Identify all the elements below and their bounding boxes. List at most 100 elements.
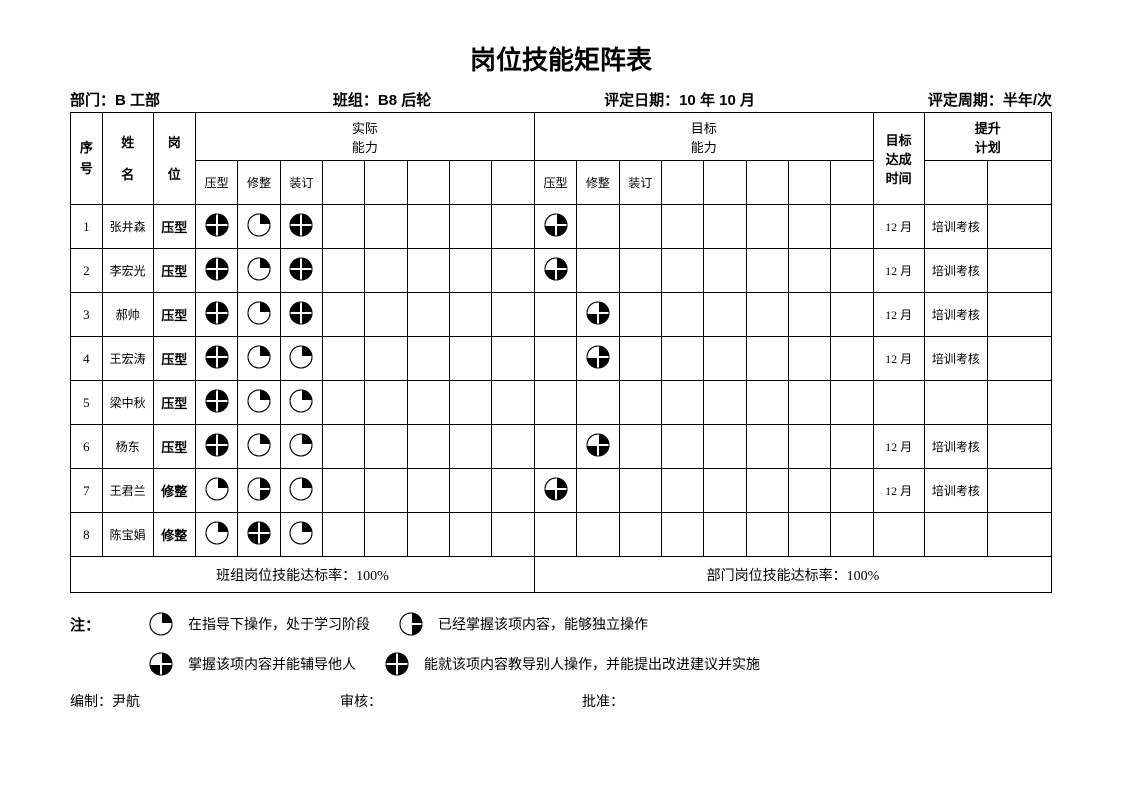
cell-target-4	[704, 513, 746, 557]
cell-actual-1	[238, 337, 280, 381]
legend: 注： 在指导下操作，处于学习阶段 已经掌握该项内容，能够独立操作 掌握该项内容并…	[70, 611, 1052, 711]
cell-target-5	[746, 513, 788, 557]
cell-pos: 压型	[153, 249, 195, 293]
hdr-no: 序号	[71, 113, 103, 205]
cell-actual-5	[407, 205, 449, 249]
skill-pie-icon	[204, 300, 230, 326]
cell-actual-7	[492, 249, 534, 293]
cell-actual-4	[365, 425, 407, 469]
cell-target-7	[831, 205, 873, 249]
skill-pie-icon	[543, 256, 569, 282]
plan-sub-0	[924, 161, 988, 205]
cell-actual-4	[365, 205, 407, 249]
cell-actual-0	[195, 425, 237, 469]
cell-target-1	[577, 337, 619, 381]
cell-target-6	[789, 425, 831, 469]
cell-target-6	[789, 337, 831, 381]
cell-actual-6	[450, 205, 492, 249]
cell-plan2	[988, 381, 1052, 425]
skill-pie-icon	[246, 476, 272, 502]
cell-target-3	[661, 337, 703, 381]
cell-actual-4	[365, 337, 407, 381]
actual-skill-hdr-0: 压型	[195, 161, 237, 205]
cell-target-0	[534, 513, 576, 557]
skill-pie-icon	[288, 300, 314, 326]
skill-pie-icon	[288, 388, 314, 414]
cell-actual-3	[323, 381, 365, 425]
table-row: 1张井森压型12 月培训考核	[71, 205, 1052, 249]
cell-target-2	[619, 205, 661, 249]
cell-pos: 压型	[153, 381, 195, 425]
cell-actual-3	[323, 249, 365, 293]
cell-name: 李宏光	[102, 249, 153, 293]
skill-pie-icon	[288, 344, 314, 370]
skill-pie-icon	[204, 256, 230, 282]
cell-target-3	[661, 205, 703, 249]
cell-actual-6	[450, 381, 492, 425]
cell-actual-5	[407, 249, 449, 293]
cell-actual-6	[450, 425, 492, 469]
cell-target-0	[534, 425, 576, 469]
cell-actual-7	[492, 293, 534, 337]
cell-plan: 培训考核	[924, 249, 988, 293]
actual-skill-hdr-1: 修整	[238, 161, 280, 205]
skill-matrix-table: 序号 姓名 岗位 实际 能力 目标 能力 目标 达成 时间 提升 计划 压型修整…	[70, 112, 1052, 593]
hdr-goal-time: 目标 达成 时间	[873, 113, 924, 205]
cell-actual-3	[323, 469, 365, 513]
cell-actual-0	[195, 249, 237, 293]
hdr-pos: 岗位	[153, 113, 195, 205]
table-row: 4王宏涛压型12 月培训考核	[71, 337, 1052, 381]
cell-actual-7	[492, 205, 534, 249]
skill-pie-icon	[204, 432, 230, 458]
cell-plan2	[988, 469, 1052, 513]
team-value: B8 后轮	[378, 92, 431, 109]
cell-target-0	[534, 337, 576, 381]
hdr-plan: 提升 计划	[924, 113, 1051, 161]
cell-actual-4	[365, 293, 407, 337]
cell-time: 12 月	[873, 469, 924, 513]
cell-no: 3	[71, 293, 103, 337]
cell-actual-5	[407, 425, 449, 469]
cell-pos: 压型	[153, 337, 195, 381]
cell-target-5	[746, 425, 788, 469]
table-row: 7王君兰修整12 月培训考核	[71, 469, 1052, 513]
cell-target-5	[746, 337, 788, 381]
cell-target-4	[704, 293, 746, 337]
cell-target-7	[831, 293, 873, 337]
actual-skill-hdr-4	[365, 161, 407, 205]
actual-skill-hdr-6	[450, 161, 492, 205]
cell-actual-3	[323, 293, 365, 337]
cell-actual-7	[492, 381, 534, 425]
cell-time: 12 月	[873, 293, 924, 337]
cell-actual-5	[407, 469, 449, 513]
cell-actual-2	[280, 205, 322, 249]
cell-actual-3	[323, 425, 365, 469]
cell-target-6	[789, 249, 831, 293]
cell-plan: 培训考核	[924, 293, 988, 337]
page-title: 岗位技能矩阵表	[70, 40, 1052, 77]
cycle-value: 半年/次	[1003, 92, 1052, 109]
table-row: 8陈宝娟修整	[71, 513, 1052, 557]
cell-name: 郝帅	[102, 293, 153, 337]
footer-team-rate: 班组岗位技能达标率：100%	[71, 557, 535, 593]
cell-actual-6	[450, 337, 492, 381]
cell-plan2	[988, 513, 1052, 557]
cell-target-1	[577, 425, 619, 469]
cell-target-3	[661, 469, 703, 513]
legend-item-2: 已经掌握该项内容，能够独立操作	[398, 611, 648, 637]
cell-actual-5	[407, 513, 449, 557]
cell-plan2	[988, 293, 1052, 337]
cell-target-6	[789, 513, 831, 557]
cell-actual-5	[407, 337, 449, 381]
skill-pie-icon	[246, 520, 272, 546]
hdr-actual: 实际 能力	[195, 113, 534, 161]
legend-label: 注：	[70, 614, 120, 635]
cell-target-2	[619, 469, 661, 513]
cell-target-2	[619, 381, 661, 425]
cell-pos: 修整	[153, 469, 195, 513]
skill-pie-icon	[246, 212, 272, 238]
cell-target-7	[831, 513, 873, 557]
cell-no: 4	[71, 337, 103, 381]
cell-plan2	[988, 337, 1052, 381]
target-skill-hdr-7	[831, 161, 873, 205]
